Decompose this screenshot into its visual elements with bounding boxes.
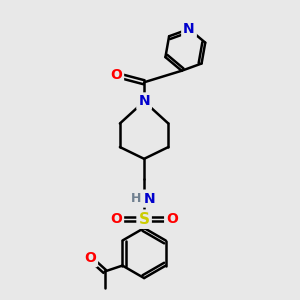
Text: O: O xyxy=(84,251,96,265)
Text: O: O xyxy=(166,212,178,226)
Text: N: N xyxy=(183,22,195,36)
Text: N: N xyxy=(138,94,150,108)
Text: H: H xyxy=(131,192,141,205)
Text: O: O xyxy=(110,212,122,226)
Text: S: S xyxy=(139,212,150,227)
Text: N: N xyxy=(144,192,155,206)
Text: O: O xyxy=(110,68,122,82)
